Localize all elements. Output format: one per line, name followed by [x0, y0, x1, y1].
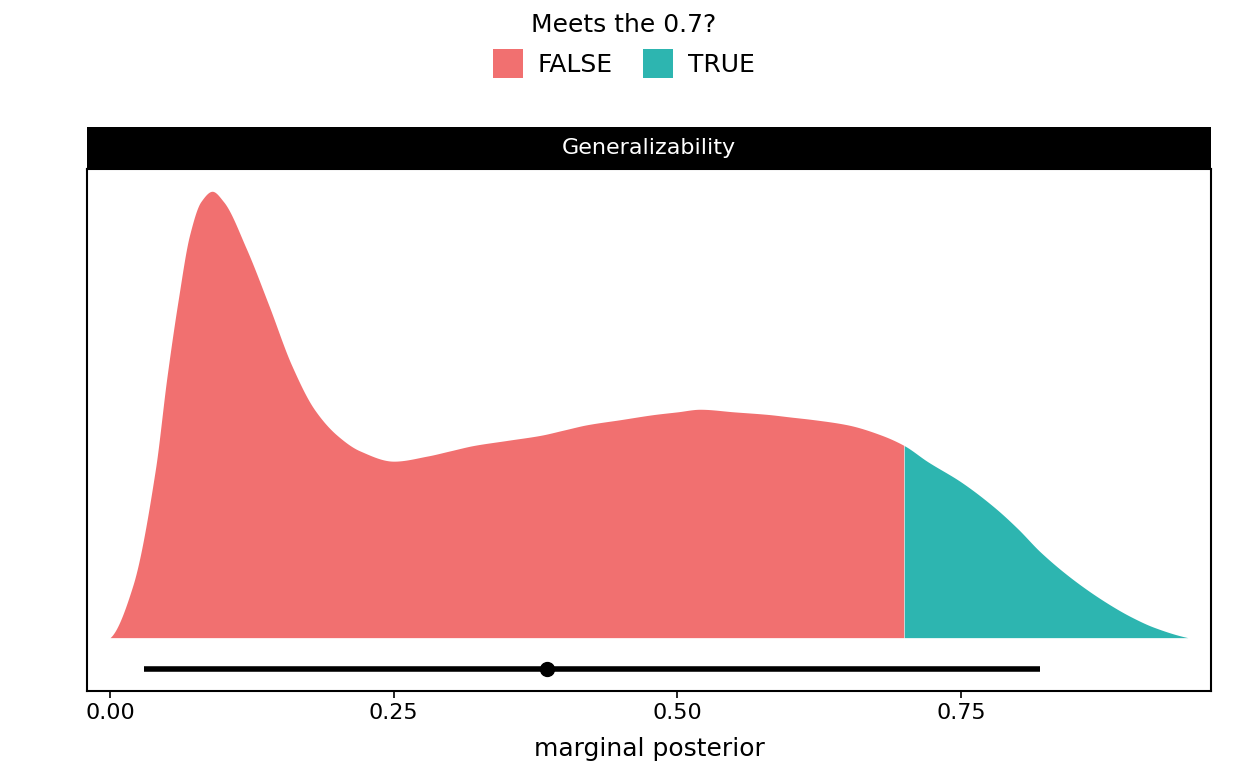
Legend: FALSE, TRUE: FALSE, TRUE	[493, 12, 755, 78]
Text: Generalizability: Generalizability	[562, 137, 736, 158]
X-axis label: marginal posterior: marginal posterior	[534, 737, 764, 761]
